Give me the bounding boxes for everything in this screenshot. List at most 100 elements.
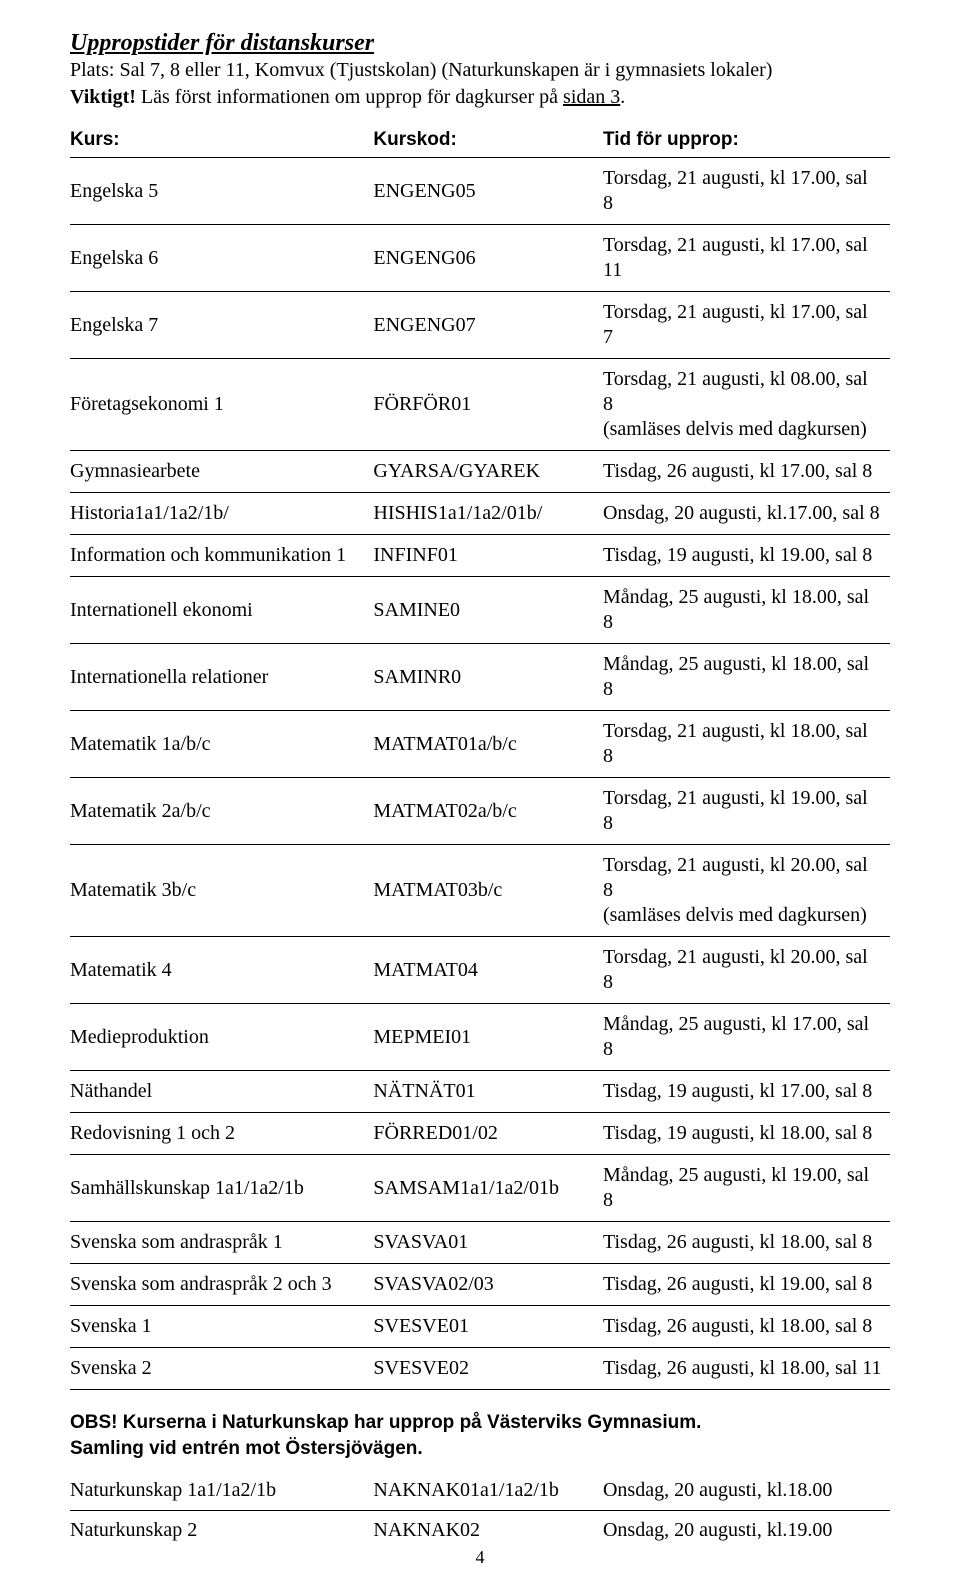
cell-kod: ENGENG07 (373, 292, 603, 359)
cell-kurs: Matematik 4 (70, 937, 373, 1004)
table-header-row: Kurs: Kurskod: Tid för upprop: (70, 123, 890, 158)
table-row: Samhällskunskap 1a1/1a2/1bSAMSAM1a1/1a2/… (70, 1155, 890, 1222)
period: . (620, 86, 625, 108)
cell-tid: Tisdag, 19 augusti, kl 17.00, sal 8 (603, 1071, 890, 1113)
cell-tid: Tisdag, 26 augusti, kl 18.00, sal 11 (603, 1348, 890, 1390)
col-header-kod: Kurskod: (373, 123, 603, 158)
cell-tid: Torsdag, 21 augusti, kl 17.00, sal 11 (603, 225, 890, 292)
table-row: MedieproduktionMEPMEI01Måndag, 25 august… (70, 1004, 890, 1071)
cell-kurs: Internationella relationer (70, 644, 373, 711)
table-row: NäthandelNÄTNÄT01Tisdag, 19 augusti, kl … (70, 1071, 890, 1113)
cell-tid: Torsdag, 21 augusti, kl 20.00, sal 8 (603, 937, 890, 1004)
table-row: Svenska 2SVESVE02Tisdag, 26 augusti, kl … (70, 1348, 890, 1390)
cell-kurs: Matematik 2a/b/c (70, 778, 373, 845)
cell-kurs: Information och kommunikation 1 (70, 535, 373, 577)
cell-kod: SAMINR0 (373, 644, 603, 711)
cell-kurs: Matematik 3b/c (70, 845, 373, 937)
cell-kod: MATMAT01a/b/c (373, 711, 603, 778)
table-row: Matematik 3b/cMATMAT03b/cTorsdag, 21 aug… (70, 845, 890, 937)
obs-line2: Samling vid entrén mot Östersjövägen. (70, 1438, 423, 1459)
cell-kod: SVASVA02/03 (373, 1264, 603, 1306)
schedule-table: Kurs: Kurskod: Tid för upprop: Engelska … (70, 123, 890, 1390)
cell-kod: ENGENG05 (373, 158, 603, 225)
cell-kurs: Samhällskunskap 1a1/1a2/1b (70, 1155, 373, 1222)
table-row: Matematik 4MATMAT04Torsdag, 21 augusti, … (70, 937, 890, 1004)
cell-tid: Torsdag, 21 augusti, kl 08.00, sal 8(sam… (603, 359, 890, 451)
important-label: Viktigt! (70, 86, 136, 108)
cell-kod: FÖRFÖR01 (373, 359, 603, 451)
table-row: Engelska 7ENGENG07Torsdag, 21 augusti, k… (70, 292, 890, 359)
cell-kurs: Näthandel (70, 1071, 373, 1113)
cell-kod: HISHIS1a1/1a2/01b/ (373, 493, 603, 535)
cell-kurs: Företagsekonomi 1 (70, 359, 373, 451)
table-row: Naturkunskap 2NAKNAK02Onsdag, 20 augusti… (70, 1511, 890, 1551)
table-row: Svenska som andraspråk 2 och 3SVASVA02/0… (70, 1264, 890, 1306)
cell-kurs: Gymnasiearbete (70, 451, 373, 493)
cell-kod: NÄTNÄT01 (373, 1071, 603, 1113)
table-row: Engelska 5ENGENG05Torsdag, 21 augusti, k… (70, 158, 890, 225)
cell-kurs: Svenska 1 (70, 1306, 373, 1348)
cell-kod: MEPMEI01 (373, 1004, 603, 1071)
cell-tid: Måndag, 25 augusti, kl 19.00, sal 8 (603, 1155, 890, 1222)
cell-kod: MATMAT04 (373, 937, 603, 1004)
cell-tid: Måndag, 25 augusti, kl 18.00, sal 8 (603, 644, 890, 711)
cell-kod: INFINF01 (373, 535, 603, 577)
cell-tid: Onsdag, 20 augusti, kl.19.00 (603, 1511, 890, 1551)
cell-kurs: Internationell ekonomi (70, 577, 373, 644)
cell-kurs: Engelska 5 (70, 158, 373, 225)
table-row: Svenska som andraspråk 1SVASVA01Tisdag, … (70, 1222, 890, 1264)
nat-table: Naturkunskap 1a1/1a2/1bNAKNAK01a1/1a2/1b… (70, 1471, 890, 1550)
cell-kurs: Engelska 7 (70, 292, 373, 359)
cell-tid: Måndag, 25 augusti, kl 18.00, sal 8 (603, 577, 890, 644)
col-header-kurs: Kurs: (70, 123, 373, 158)
cell-kod: NAKNAK02 (373, 1511, 603, 1551)
cell-kurs: Engelska 6 (70, 225, 373, 292)
cell-kod: NAKNAK01a1/1a2/1b (373, 1471, 603, 1511)
important-link[interactable]: sidan 3 (563, 86, 620, 108)
cell-kod: MATMAT03b/c (373, 845, 603, 937)
table-row: Matematik 2a/b/cMATMAT02a/b/cTorsdag, 21… (70, 778, 890, 845)
cell-tid: Onsdag, 20 augusti, kl.17.00, sal 8 (603, 493, 890, 535)
cell-kurs: Svenska som andraspråk 1 (70, 1222, 373, 1264)
cell-kurs: Svenska 2 (70, 1348, 373, 1390)
obs-block: OBS! Kurserna i Naturkunskap har upprop … (70, 1410, 890, 1461)
cell-tid: Torsdag, 21 augusti, kl 20.00, sal 8(sam… (603, 845, 890, 937)
cell-kod: SVESVE01 (373, 1306, 603, 1348)
cell-tid: Torsdag, 21 augusti, kl 19.00, sal 8 (603, 778, 890, 845)
cell-tid: Torsdag, 21 augusti, kl 17.00, sal 7 (603, 292, 890, 359)
cell-kod: FÖRRED01/02 (373, 1113, 603, 1155)
cell-kod: MATMAT02a/b/c (373, 778, 603, 845)
cell-kurs: Naturkunskap 2 (70, 1511, 373, 1551)
important-text: Läs först informationen om upprop för da… (136, 86, 563, 108)
table-row: Svenska 1SVESVE01Tisdag, 26 augusti, kl … (70, 1306, 890, 1348)
cell-kurs: Medieproduktion (70, 1004, 373, 1071)
cell-kurs: Redovisning 1 och 2 (70, 1113, 373, 1155)
table-row: Företagsekonomi 1FÖRFÖR01Torsdag, 21 aug… (70, 359, 890, 451)
location-line: Plats: Sal 7, 8 eller 11, Komvux (Tjusts… (70, 59, 890, 82)
col-header-tid: Tid för upprop: (603, 123, 890, 158)
cell-tid: Tisdag, 26 augusti, kl 18.00, sal 8 (603, 1222, 890, 1264)
cell-kurs: Naturkunskap 1a1/1a2/1b (70, 1471, 373, 1511)
table-row: Internationell ekonomiSAMINE0Måndag, 25 … (70, 577, 890, 644)
cell-kod: SAMSAM1a1/1a2/01b (373, 1155, 603, 1222)
cell-kurs: Historia1a1/1a2/1b/ (70, 493, 373, 535)
table-row: Internationella relationerSAMINR0Måndag,… (70, 644, 890, 711)
cell-kod: SVASVA01 (373, 1222, 603, 1264)
table-row: Historia1a1/1a2/1b/HISHIS1a1/1a2/01b/Ons… (70, 493, 890, 535)
table-row: Naturkunskap 1a1/1a2/1bNAKNAK01a1/1a2/1b… (70, 1471, 890, 1511)
cell-tid: Måndag, 25 augusti, kl 17.00, sal 8 (603, 1004, 890, 1071)
table-row: Matematik 1a/b/cMATMAT01a/b/cTorsdag, 21… (70, 711, 890, 778)
cell-tid: Tisdag, 19 augusti, kl 18.00, sal 8 (603, 1113, 890, 1155)
cell-kurs: Svenska som andraspråk 2 och 3 (70, 1264, 373, 1306)
cell-kod: SAMINE0 (373, 577, 603, 644)
cell-kod: ENGENG06 (373, 225, 603, 292)
cell-kurs: Matematik 1a/b/c (70, 711, 373, 778)
cell-tid: Tisdag, 26 augusti, kl 18.00, sal 8 (603, 1306, 890, 1348)
table-row: GymnasiearbeteGYARSA/GYAREKTisdag, 26 au… (70, 451, 890, 493)
cell-kod: GYARSA/GYAREK (373, 451, 603, 493)
cell-tid: Onsdag, 20 augusti, kl.18.00 (603, 1471, 890, 1511)
cell-tid: Torsdag, 21 augusti, kl 18.00, sal 8 (603, 711, 890, 778)
table-row: Engelska 6ENGENG06Torsdag, 21 augusti, k… (70, 225, 890, 292)
page-number: 4 (0, 1547, 960, 1568)
cell-tid: Tisdag, 26 augusti, kl 17.00, sal 8 (603, 451, 890, 493)
